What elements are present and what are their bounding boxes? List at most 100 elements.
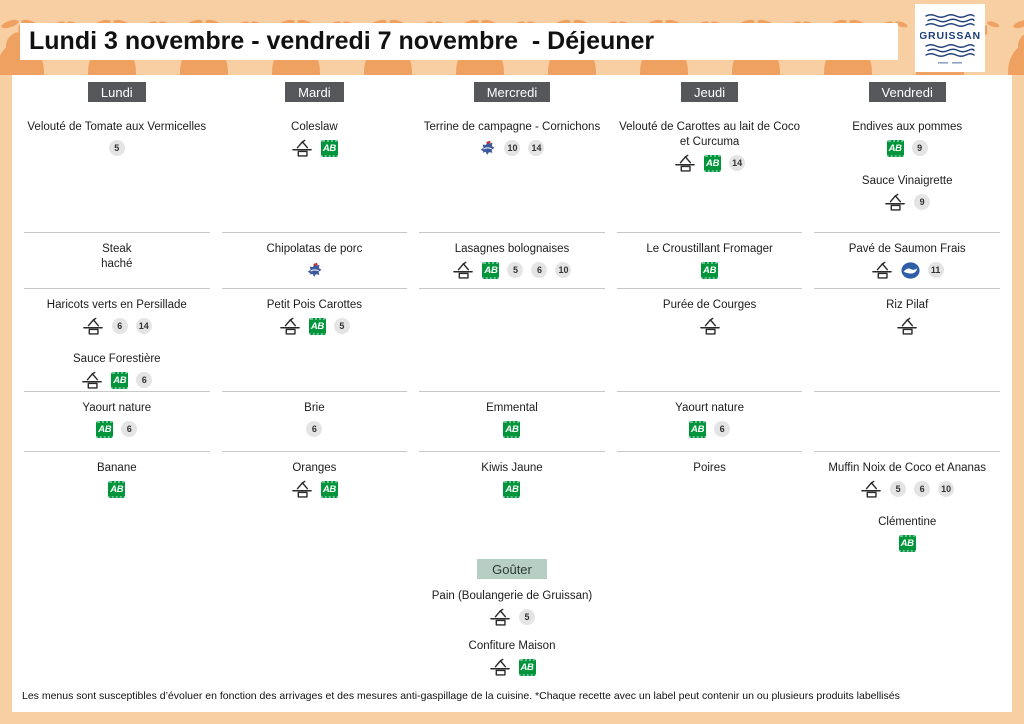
menu-section: Muffin Noix de Coco et Ananas 5 6 10 Clément…	[814, 452, 1000, 553]
day-column-lundi: Lundi Velouté de Tomate aux Vermicelles 5 S…	[24, 75, 210, 551]
icon-row: 10 14	[419, 139, 605, 158]
dish-name: Muffin Noix de Coco et Ananas	[828, 462, 987, 474]
logo-text: GRUISSAN	[920, 30, 980, 42]
fait-maison-icon	[452, 261, 474, 280]
menu-section: Brie 6	[221, 392, 408, 452]
menu-section: Endives aux pommes AB 9 Sauce Vinaigrette 9	[814, 111, 1000, 233]
menu-section: Purée de Courges	[616, 289, 803, 392]
footer-disclaimer: Les menus sont susceptibles d’évoluer en…	[22, 690, 900, 702]
menu-section: Le Croustillant Fromager AB	[616, 233, 803, 289]
allergen-badge: 14	[135, 318, 152, 335]
dish: Velouté de Tomate aux Vermicelles 5	[24, 120, 210, 158]
gruissan-logo: GRUISSAN	[915, 4, 985, 72]
dish-name: Yaourt nature	[675, 402, 745, 414]
icon-row	[617, 317, 803, 336]
icon-row: AB	[814, 534, 1000, 553]
ab-organic-icon: AB	[518, 658, 536, 676]
dish-name: Confiture Maison	[468, 639, 556, 652]
ab-organic-icon: AB	[482, 261, 500, 279]
dish-name: Riz Pilaf	[886, 299, 929, 311]
dish-name: Clémentine	[878, 515, 937, 528]
menu-section: Yaourt nature AB 6	[24, 392, 210, 452]
ab-organic-icon: AB	[503, 480, 521, 498]
dish-name: Velouté de Tomate aux Vermicelles	[27, 121, 207, 133]
menu-section: Yaourt nature AB 6	[616, 392, 803, 452]
icon-row: AB	[419, 480, 605, 499]
menu-section: Chipolatas de porc	[221, 233, 408, 289]
dish: Steak haché	[24, 242, 210, 272]
ab-organic-icon: AB	[689, 420, 707, 438]
allergen-badge: 6	[111, 318, 128, 335]
allergen-badge: 6	[531, 262, 548, 279]
fait-maison-icon	[489, 658, 511, 677]
fait-maison-icon	[82, 317, 104, 336]
dish: Chipolatas de porc	[222, 242, 408, 280]
menu-section: Poires	[617, 452, 803, 551]
allergen-badge: 5	[890, 481, 907, 498]
allergen-badge: 10	[938, 481, 955, 498]
fait-maison-icon	[291, 139, 313, 158]
dish-name: Sauce Vinaigrette	[861, 174, 953, 187]
dish-name: Haricots verts en Persillade	[46, 299, 187, 311]
menu-section: Lasagnes bolognaises AB 5 6 10	[419, 233, 605, 289]
dish-name: Yaourt nature	[82, 402, 152, 414]
gouter-dishes: Pain (Boulangerie de Gruissan) 5 Confiture…	[12, 589, 1012, 677]
allergen-badge: 14	[729, 155, 746, 172]
dish-name: Le Croustillant Fromager	[646, 243, 773, 255]
dish: Haricots verts en Persillade 6 14	[24, 298, 210, 336]
dish-name: Terrine de campagne - Cornichons	[423, 121, 601, 133]
msc-fish-icon	[901, 262, 920, 279]
dish-name: Chipolatas de porc	[266, 243, 363, 255]
french-pork-icon	[479, 140, 496, 156]
dish: Sauce Forestière AB 6	[24, 352, 210, 390]
icon-row: 6 14	[24, 317, 210, 336]
allergen-badge: 5	[507, 262, 524, 279]
dish: Purée de Courges	[617, 298, 803, 336]
dish: Clémentine AB	[814, 515, 1000, 553]
icon-row: 9	[814, 193, 1000, 212]
day-badge: Lundi	[87, 82, 146, 102]
icon-row: 6	[222, 420, 408, 439]
dish: Terrine de campagne - Cornichons 10 14	[419, 120, 605, 158]
fait-maison-icon	[279, 317, 301, 336]
menu-grid: Lundi Velouté de Tomate aux Vermicelles 5 S…	[12, 75, 1012, 553]
gouter-section: Goûter Pain (Boulangerie de Gruissan) 5 Co…	[12, 559, 1012, 677]
ab-organic-icon: AB	[320, 139, 338, 157]
icon-row: AB 6	[24, 371, 210, 390]
menu-section: Petit Pois Carottes AB 5	[221, 289, 408, 392]
menu-section: Banane AB	[24, 452, 210, 551]
header: Lundi 3 novembre - vendredi 7 novembre -…	[0, 0, 1024, 75]
ab-organic-icon: AB	[96, 420, 114, 438]
fait-maison-icon	[699, 317, 721, 336]
day-column-mercredi: Mercredi Terrine de campagne - Cornichons…	[419, 75, 605, 551]
dish-name: Lasagnes bolognaises	[454, 243, 570, 255]
menu-section: Kiwis Jaune AB	[419, 452, 605, 551]
dish: Brie 6	[222, 401, 408, 439]
dish: Poires	[617, 461, 803, 476]
icon-row: 11	[814, 261, 1000, 280]
ab-organic-icon: AB	[111, 371, 129, 389]
fait-maison-icon	[860, 480, 882, 499]
ab-organic-icon: AB	[704, 154, 722, 172]
dish: Coleslaw AB	[222, 120, 408, 158]
dish: Confiture Maison AB	[12, 639, 1012, 677]
icon-row: AB 14	[617, 154, 803, 173]
icon-row: AB	[222, 139, 408, 158]
icon-row	[814, 317, 1000, 336]
allergen-badge: 6	[306, 421, 323, 438]
french-pork-icon	[306, 262, 323, 278]
allergen-badge: 5	[333, 318, 350, 335]
allergen-badge: 6	[121, 421, 138, 438]
dish: Emmental AB	[419, 401, 605, 439]
dish-name: Sauce Forestière	[73, 352, 161, 365]
dish-name: Poires	[693, 462, 726, 474]
icon-row: 5	[24, 139, 210, 158]
day-badge: Jeudi	[681, 82, 739, 102]
allergen-badge: 5	[519, 609, 535, 626]
gouter-badge: Goûter	[477, 559, 547, 579]
icon-row: AB	[419, 420, 605, 439]
allergen-badge: 6	[136, 372, 153, 389]
day-column-jeudi: Jeudi Velouté de Carottes au lait de Coco…	[616, 75, 803, 551]
icon-row	[222, 261, 408, 280]
menu-section: Velouté de Tomate aux Vermicelles 5	[24, 111, 210, 233]
